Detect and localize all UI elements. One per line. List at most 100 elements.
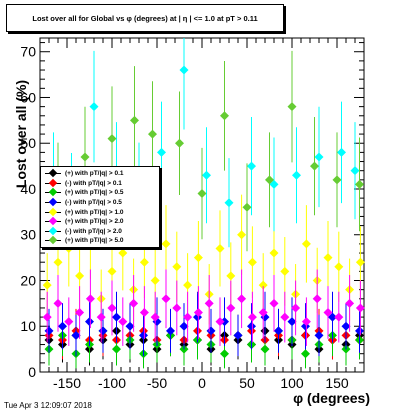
data-point <box>75 271 85 281</box>
data-point <box>247 257 257 267</box>
data-point <box>258 308 268 318</box>
y-tick-label: 20 <box>20 272 36 288</box>
chart-title: Lost over all for Global vs φ (degrees) … <box>6 4 284 32</box>
data-point <box>310 161 319 171</box>
data-point <box>355 303 365 313</box>
data-point <box>323 253 333 263</box>
legend-label: (-) with pT/|q| > 0.1 <box>65 179 122 187</box>
y-tick-label: 0 <box>28 364 36 380</box>
data-point <box>75 308 85 318</box>
data-point <box>287 102 297 112</box>
legend-marker-icon <box>43 197 65 207</box>
data-point <box>224 198 234 208</box>
data-point <box>42 280 52 290</box>
data-point <box>129 298 139 308</box>
data-point <box>85 294 95 304</box>
timestamp: Tue Apr 3 12:09:07 2018 <box>4 401 92 410</box>
data-point <box>42 312 52 322</box>
data-point <box>233 330 243 340</box>
data-point <box>314 152 324 162</box>
data-point <box>260 344 270 354</box>
data-point <box>125 321 135 331</box>
data-point <box>157 147 166 157</box>
data-point <box>193 253 203 263</box>
data-point <box>183 280 193 290</box>
data-point <box>130 115 139 125</box>
data-point <box>161 239 171 249</box>
data-point <box>58 321 67 331</box>
data-point <box>179 321 189 331</box>
data-point <box>247 161 256 171</box>
data-point <box>80 152 90 162</box>
data-point <box>71 330 81 340</box>
data-point <box>341 321 351 331</box>
data-point <box>139 308 149 318</box>
data-point <box>312 294 322 304</box>
legend-entry: (+) with pT/|q| > 5.0 <box>43 236 157 246</box>
data-point <box>334 312 344 322</box>
data-point <box>291 303 301 313</box>
x-tick-label: 100 <box>280 375 304 391</box>
data-point <box>150 312 160 322</box>
data-point <box>355 326 364 336</box>
data-point <box>85 317 94 327</box>
data-point <box>226 303 236 313</box>
y-tick-label: 10 <box>20 318 36 334</box>
data-point <box>53 257 63 267</box>
x-tick-label: 0 <box>198 375 206 391</box>
data-point <box>139 330 148 340</box>
legend-entry: (-) with pT/|q| > 0.5 <box>43 197 157 208</box>
legend-label: (+) with pT/|q| > 1.0 <box>65 208 124 216</box>
legend-marker-icon <box>43 188 65 197</box>
data-point <box>220 349 229 359</box>
data-point <box>220 111 229 121</box>
data-point <box>355 257 365 267</box>
x-axis-label: φ (degrees) <box>293 390 370 406</box>
legend-entry: (-) with pT/|q| > 2.0 <box>43 226 157 237</box>
series-6 <box>49 38 360 248</box>
data-point <box>64 317 74 327</box>
legend-marker-icon <box>43 217 65 226</box>
data-point <box>269 298 279 308</box>
data-point <box>197 189 207 199</box>
data-point <box>118 317 128 327</box>
data-point <box>204 298 214 308</box>
data-point <box>314 330 324 340</box>
data-point <box>148 129 157 139</box>
data-point <box>332 175 342 185</box>
data-point <box>179 65 189 75</box>
legend-entry: (-) with pT/|q| > 0.1 <box>43 178 157 189</box>
legend-marker-icon <box>43 178 65 188</box>
data-point <box>183 312 193 322</box>
data-point <box>112 344 121 354</box>
data-point <box>96 312 106 322</box>
data-point <box>193 308 203 318</box>
legend-entry: (+) with pT/|q| > 2.0 <box>43 217 157 227</box>
data-point <box>280 312 290 322</box>
data-point <box>301 349 310 359</box>
data-point <box>247 312 257 322</box>
data-point <box>258 280 268 290</box>
legend-label: (-) with pT/|q| > 2.0 <box>65 227 122 235</box>
data-point <box>98 326 108 336</box>
x-tick-label: -50 <box>147 375 167 391</box>
data-point <box>89 102 99 112</box>
x-tick-label: -100 <box>98 375 126 391</box>
y-tick-label: 60 <box>20 89 36 105</box>
data-point <box>107 303 117 313</box>
y-axis-label-box: Lost over all (%) <box>4 80 29 188</box>
data-point <box>328 312 337 322</box>
data-point <box>53 298 63 308</box>
legend-entry: (+) with pT/|q| > 1.0 <box>43 207 157 217</box>
data-marks <box>42 38 365 369</box>
x-tick-label: -150 <box>53 375 81 391</box>
legend: (+) with pT/|q| > 0.1 (-) with pT/|q| > 0… <box>40 166 160 248</box>
data-point <box>172 303 182 313</box>
data-point <box>237 294 247 304</box>
data-point <box>206 326 216 336</box>
data-point <box>161 294 171 304</box>
data-point <box>355 179 364 189</box>
legend-label: (-) with pT/|q| > 0.5 <box>65 199 122 207</box>
y-tick-label: 30 <box>20 227 36 243</box>
